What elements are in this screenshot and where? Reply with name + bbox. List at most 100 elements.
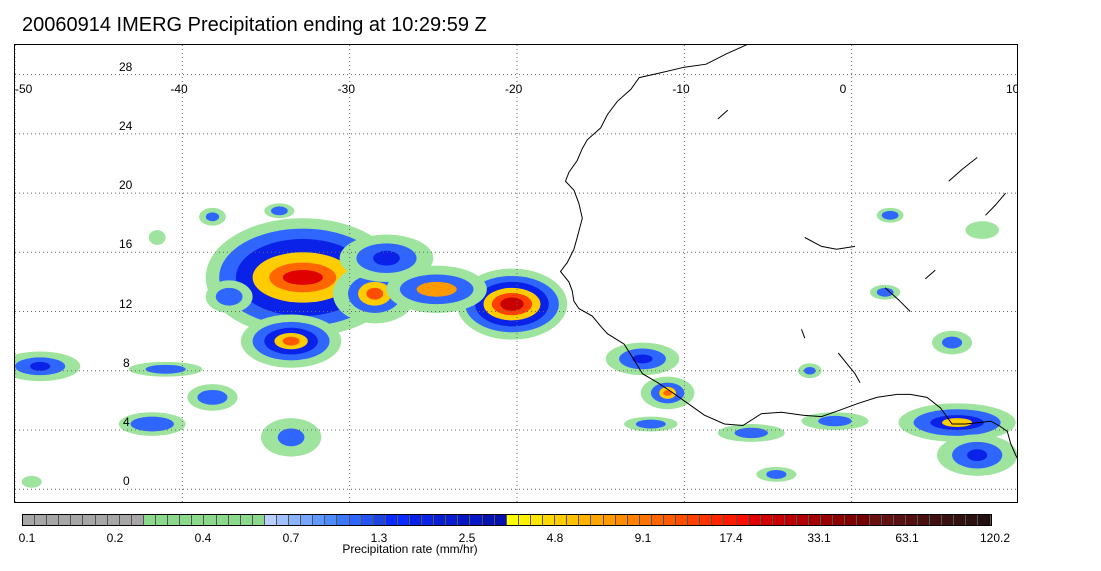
precip-cell-22-level-1	[271, 206, 288, 216]
colorbar-segment	[663, 515, 677, 525]
precip-cell-17-level-2	[967, 449, 988, 462]
precip-cell-7-level-1	[130, 416, 174, 432]
colorbar-segment	[470, 515, 483, 525]
colorbar-segment	[784, 515, 797, 525]
colorbar-segment	[143, 515, 157, 525]
colorbar-segment	[373, 515, 386, 525]
colorbar-segment	[930, 515, 943, 525]
colorbar-segment	[676, 515, 689, 525]
colorbar-segment	[748, 515, 761, 525]
precip-cell-2-level-4	[282, 336, 300, 346]
colorbar-segment	[434, 515, 447, 525]
colorbar-segment	[821, 515, 834, 525]
colorbar-segment	[216, 515, 229, 525]
colorbar-label: 0.2	[106, 531, 124, 545]
lat-tick-label: 24	[119, 118, 133, 133]
colorbar-segment	[482, 515, 495, 525]
colorbar-label: 9.1	[634, 531, 652, 545]
colorbar-segment	[809, 515, 822, 525]
colorbar-segment	[276, 515, 290, 525]
map-title: 20060914 IMERG Precipitation ending at 1…	[22, 14, 487, 36]
colorbar-segment	[506, 515, 519, 525]
colorbar-segment	[325, 515, 338, 525]
precip-cell-5-level-2	[373, 250, 400, 266]
colorbar-label: 4.8	[546, 531, 564, 545]
colorbar-segment	[422, 515, 435, 525]
colorbar-label: 2.5	[458, 531, 476, 545]
lat-tick-label: 16	[119, 237, 133, 252]
precip-cell-10-level-1	[145, 364, 186, 374]
colorbar	[22, 514, 992, 526]
precip-cell-26-level-0	[148, 230, 166, 245]
colorbar-segment	[71, 515, 84, 525]
colorbar-segment	[627, 515, 640, 525]
precip-cell-8-level-1	[197, 389, 228, 405]
lat-tick-label: 4	[123, 414, 130, 429]
colorbar-segment	[615, 515, 628, 525]
colorbar-segment	[446, 515, 459, 525]
colorbar-segment	[385, 515, 398, 525]
precip-cell-1-level-5	[500, 297, 524, 311]
colorbar-segment	[518, 515, 531, 525]
colorbar-segment	[905, 515, 918, 525]
colorbar-segment	[845, 515, 858, 525]
precip-cell-0-level-5	[282, 270, 323, 285]
colorbar-label: 0.4	[194, 531, 212, 545]
precip-cell-12-level-3	[663, 389, 672, 396]
colorbar-segment	[337, 515, 350, 525]
colorbar-label: 63.1	[895, 531, 919, 545]
colorbar-segment	[264, 515, 277, 525]
africa-coastline	[559, 45, 1017, 459]
lon-tick-label: 10	[1006, 82, 1017, 96]
colorbar-segment	[603, 515, 616, 525]
colorbar-segment	[301, 515, 314, 525]
lat-tick-label: 28	[119, 59, 133, 74]
precip-cell-11-level-2	[632, 354, 653, 364]
precip-cell-24-level-1	[766, 469, 787, 479]
colorbar-label: 0.7	[282, 531, 300, 545]
colorbar-segment	[180, 515, 193, 525]
colorbar-segment	[240, 515, 253, 525]
precip-cell-6-level-2	[30, 361, 51, 371]
colorbar-segment	[23, 515, 36, 525]
precipitation-cells	[15, 203, 1017, 488]
inland-water-1	[884, 287, 911, 312]
colorbar-segment	[156, 515, 169, 525]
precip-cell-23-level-1	[215, 287, 243, 306]
precip-cell-14-level-1	[734, 427, 768, 439]
lon-tick-label: -40	[170, 82, 188, 96]
precip-cell-3-level-3	[366, 287, 384, 300]
lat-tick-label: 0	[123, 474, 130, 489]
map-canvas	[15, 45, 1017, 502]
colorbar-segment	[724, 515, 737, 525]
precip-cell-25-level-0	[965, 221, 999, 239]
precip-cell-21-level-1	[205, 212, 220, 222]
colorbar-segment	[107, 515, 120, 525]
colorbar-segment	[131, 515, 144, 525]
precip-cell-20-level-1	[942, 336, 963, 349]
precip-cell-18-level-1	[881, 210, 899, 220]
inland-water-3	[985, 192, 1006, 216]
precip-cell-19-level-1	[876, 287, 894, 297]
inland-water-0	[804, 237, 856, 250]
precipitation-map[interactable]: -50 -40 -30 -20 -10 0 10 28 24 20 16 12 8 4 0	[14, 44, 1018, 503]
colorbar-segment	[760, 515, 773, 525]
colorbar-title: Precipitation rate (mm/hr)	[342, 542, 478, 556]
inland-water-outlines	[717, 109, 1006, 383]
colorbar-segment	[954, 515, 967, 525]
colorbar-segment	[881, 515, 894, 525]
colorbar-segment	[168, 515, 181, 525]
colorbar-segment	[35, 515, 48, 525]
colorbar-segment	[83, 515, 96, 525]
colorbar-segment	[966, 515, 979, 525]
colorbar-segment	[567, 515, 580, 525]
colorbar-segment	[410, 515, 423, 525]
colorbar-segment	[797, 515, 810, 525]
colorbar-segment	[591, 515, 604, 525]
inland-water-5	[801, 329, 806, 339]
colorbar-segment	[397, 515, 410, 525]
colorbar-segment	[942, 515, 955, 525]
colorbar-segment	[772, 515, 785, 525]
lon-tick-label: -20	[505, 82, 523, 96]
colorbar-segment	[228, 515, 241, 525]
